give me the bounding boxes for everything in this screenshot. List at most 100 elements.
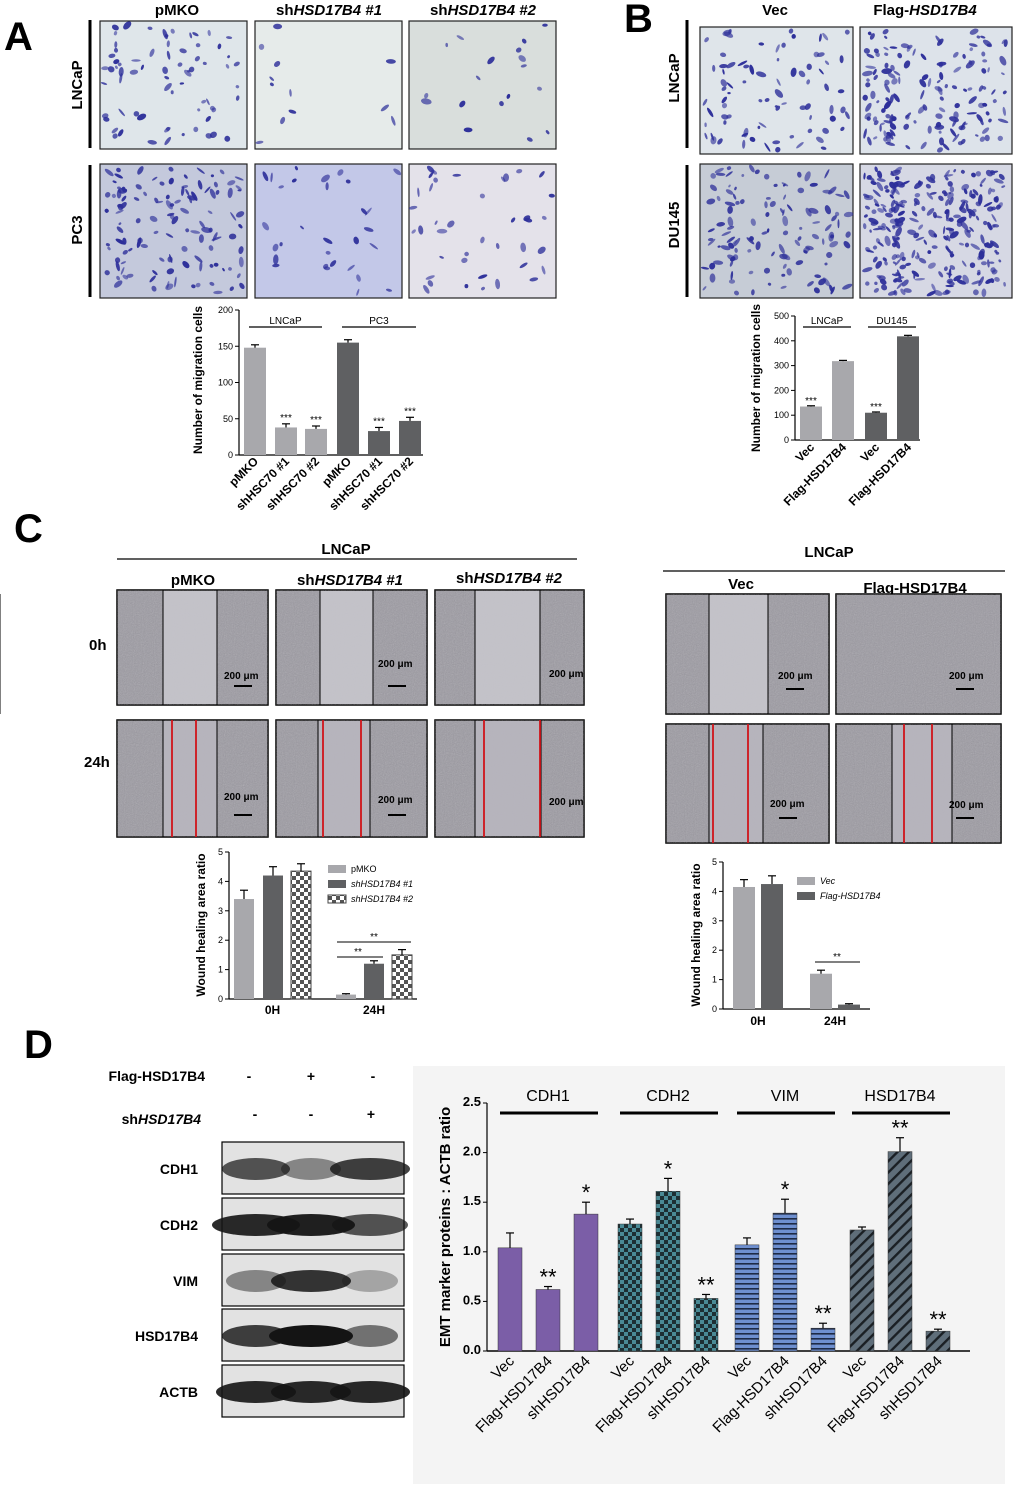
blot-band (267, 1214, 355, 1236)
stained-cell (885, 141, 896, 146)
stained-cell (944, 169, 950, 178)
stained-cell (710, 136, 717, 145)
bar (368, 431, 390, 455)
stained-cell (423, 284, 430, 294)
stained-cell (520, 242, 527, 253)
stained-cell (824, 205, 832, 215)
c-left-title: LNCaP (321, 541, 370, 558)
x-tick-label: 24H (824, 1014, 846, 1028)
stained-cell (764, 142, 771, 152)
stained-cell (980, 234, 985, 244)
stained-cell (829, 240, 839, 248)
stained-cell (323, 237, 333, 244)
stained-cell (714, 167, 724, 174)
bar (275, 427, 297, 455)
stained-cell (901, 256, 906, 262)
stained-cell (925, 183, 931, 189)
stained-cell (976, 272, 981, 276)
stained-cell (937, 38, 944, 46)
stained-cell (168, 166, 174, 172)
stained-cell (174, 276, 177, 288)
significance: ** (833, 952, 841, 963)
stained-cell (427, 280, 434, 287)
stained-cell (891, 116, 897, 122)
c-row-24h: 24h (84, 754, 110, 771)
stained-cell (805, 207, 812, 217)
blot-label-cdh1: CDH1 (160, 1161, 198, 1177)
stained-cell (992, 99, 997, 104)
stained-cell (207, 210, 213, 214)
stained-cell (749, 136, 756, 142)
stained-cell (781, 42, 786, 48)
stained-cell (716, 195, 721, 202)
stained-cell (393, 168, 402, 176)
stained-cell (837, 89, 845, 94)
stained-cell (774, 105, 778, 108)
stained-cell (781, 102, 787, 105)
stained-cell (181, 185, 189, 189)
bar (497, 1247, 523, 1352)
stained-cell (135, 184, 142, 190)
stained-cell (719, 63, 728, 69)
stained-cell (143, 191, 147, 197)
stained-cell (943, 235, 949, 241)
stained-cell (706, 107, 714, 118)
blot-band (226, 1270, 286, 1292)
stained-cell (927, 77, 932, 88)
b-migration-images (699, 26, 1013, 299)
stained-cell (213, 181, 218, 188)
significance: * (582, 1180, 591, 1205)
stained-cell (991, 89, 996, 95)
c-img-sh1-0h: 200 μm (275, 589, 428, 706)
stained-cell (945, 284, 954, 288)
stained-cell (499, 101, 504, 107)
stained-cell (964, 242, 970, 248)
significance: ** (891, 1116, 909, 1141)
stained-cell (891, 78, 898, 85)
stained-cell (892, 225, 902, 228)
stained-cell (970, 243, 981, 250)
stained-cell (982, 127, 990, 134)
stained-cell (875, 51, 880, 58)
stained-cell (988, 118, 992, 123)
stained-cell (323, 263, 329, 269)
stained-cell (541, 265, 546, 275)
stained-cell (936, 79, 941, 84)
stained-cell (999, 55, 1007, 66)
stained-cell (103, 116, 110, 122)
stained-cell (210, 174, 214, 178)
scale-label: 200 μm (378, 795, 413, 806)
stained-cell (797, 187, 805, 194)
stained-cell (997, 135, 1003, 142)
stained-cell (870, 180, 877, 185)
y-tick-label: 2.0 (463, 1144, 481, 1159)
stained-cell (213, 290, 223, 295)
stained-cell (213, 262, 219, 267)
y-tick-label: 5 (712, 857, 717, 867)
stained-cell (872, 256, 878, 263)
stained-cell (506, 93, 511, 99)
wound-gap (475, 591, 540, 704)
stained-cell (981, 261, 987, 266)
stained-cell (765, 212, 770, 217)
stained-cell (347, 264, 355, 271)
blot-band (271, 1381, 351, 1403)
stained-cell (164, 82, 172, 92)
stained-cell (730, 271, 734, 280)
stained-cell (199, 261, 203, 272)
stained-cell (140, 243, 148, 249)
stained-cell (978, 194, 983, 205)
stained-cell (968, 96, 977, 104)
stained-cell (363, 227, 374, 232)
stained-cell (938, 137, 945, 146)
a-row-pc3: PC3 (69, 215, 86, 244)
y-tick-label: 1.5 (463, 1193, 481, 1208)
stained-cell (928, 229, 936, 238)
stained-cell (208, 245, 214, 251)
scale-label: 200 μm (770, 799, 805, 810)
stained-cell (978, 250, 985, 260)
stained-cell (936, 61, 947, 67)
stained-cell (981, 288, 987, 298)
stained-cell (984, 241, 990, 248)
